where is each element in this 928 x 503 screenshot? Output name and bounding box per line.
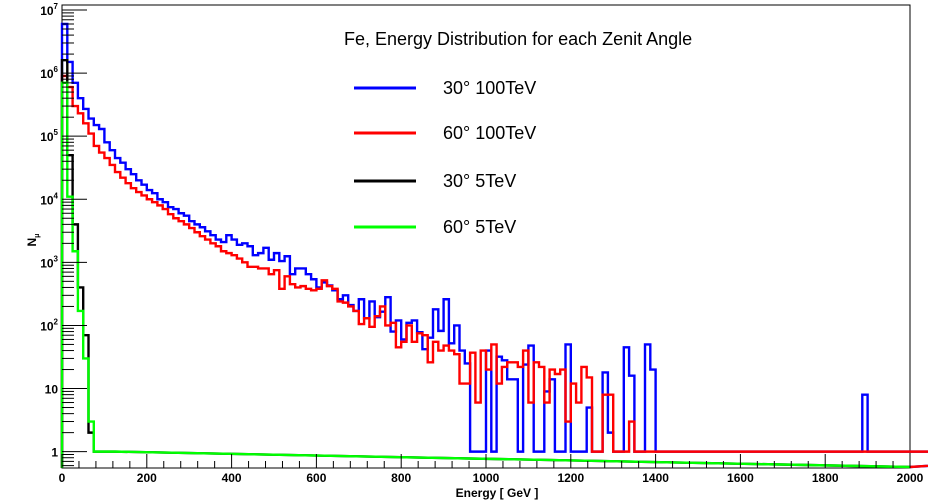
y-axis-title-main: N xyxy=(25,238,39,247)
x-tick-label: 1800 xyxy=(812,471,839,485)
y-tick-label: 102 xyxy=(40,317,58,333)
legend-label-3: 30° 5TeV xyxy=(443,171,516,191)
y-axis-title-subscript: μ xyxy=(34,234,41,238)
y-tick-label: 104 xyxy=(40,191,58,207)
y-tick-label: 105 xyxy=(40,128,58,144)
x-tick-label: 2000 xyxy=(897,471,924,485)
series-line-4 xyxy=(60,81,911,469)
y-tick-label: 107 xyxy=(40,2,58,18)
axes-layer: 0 200 400 600 800 1000 1200 1400 1600 1800 2000 1 10… xyxy=(40,2,923,485)
x-tick-label: 800 xyxy=(391,471,411,485)
legend: Fe, Energy Distribution for each Zenit A… xyxy=(344,29,692,237)
x-tick-label: 1200 xyxy=(557,471,584,485)
legend-label-2: 60° 100TeV xyxy=(443,123,536,143)
x-axis-title: Energy [ GeV ] xyxy=(456,486,539,500)
y-tick-label: 10 xyxy=(45,383,59,397)
x-tick-label: 1000 xyxy=(473,471,500,485)
y-tick-label: 103 xyxy=(40,254,58,270)
legend-label-1: 30° 100TeV xyxy=(443,78,536,98)
series-line-2 xyxy=(60,74,928,469)
x-tick-label: 600 xyxy=(306,471,326,485)
x-tick-label: 0 xyxy=(59,471,66,485)
y-tick-label: 106 xyxy=(40,65,58,81)
y-axis-title: Nμ xyxy=(25,234,41,247)
x-tick-label: 1600 xyxy=(727,471,754,485)
legend-title: Fe, Energy Distribution for each Zenit A… xyxy=(344,29,692,49)
y-tick-label: 1 xyxy=(51,446,58,460)
legend-label-4: 60° 5TeV xyxy=(443,217,516,237)
x-tick-label: 1400 xyxy=(642,471,669,485)
x-tick-label: 200 xyxy=(137,471,157,485)
x-tick-label: 400 xyxy=(222,471,242,485)
